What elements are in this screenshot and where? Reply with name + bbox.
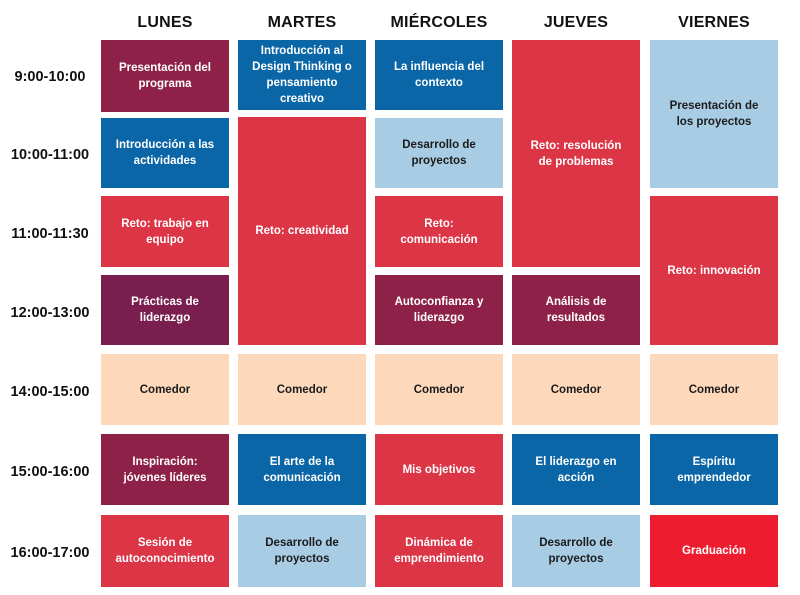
day-header-monday: LUNES bbox=[137, 14, 193, 31]
session-cell: Comedor bbox=[238, 354, 366, 425]
day-header-tuesday: MARTES bbox=[267, 14, 337, 31]
day-header-wednesday: MIÉRCOLES bbox=[390, 14, 488, 31]
session-cell: Análisis de resultados bbox=[512, 275, 640, 345]
session-cell: Comedor bbox=[512, 354, 640, 425]
session-label: Comedor bbox=[139, 383, 191, 396]
session-label: Dinámica de emprendimiento bbox=[394, 537, 484, 565]
session-cell: Reto: comunicación bbox=[375, 196, 503, 267]
time-slot: 12:00-13:00 bbox=[10, 305, 90, 321]
day-header-friday: VIERNES bbox=[678, 14, 750, 31]
session-label: Reto: trabajo en equipo bbox=[121, 217, 209, 246]
time-slot: 16:00-17:00 bbox=[10, 545, 90, 561]
session-cell: Inspiración: jóvenes líderes bbox=[101, 434, 229, 505]
time-slot: 11:00-11:30 bbox=[11, 226, 89, 242]
session-label: Graduación bbox=[682, 545, 746, 557]
session-label: Prácticas de liderazgo bbox=[131, 296, 199, 324]
time-slot: 9:00-10:00 bbox=[14, 69, 86, 85]
session-label: Desarrollo de proyectos bbox=[402, 139, 476, 167]
session-label: Introducción al Design Thinking o pensam… bbox=[252, 45, 352, 105]
session-label: Reto: creatividad bbox=[255, 225, 349, 237]
session-cell: Introducción a las actividades bbox=[101, 118, 229, 188]
session-label: El liderazgo en acción bbox=[535, 455, 617, 484]
session-cell: El arte de la comunicación bbox=[238, 434, 366, 505]
session-label: Comedor bbox=[276, 383, 328, 396]
session-cell: Presentación del programa bbox=[101, 40, 229, 112]
session-cell: Reto: innovación bbox=[650, 196, 778, 345]
time-slot: 15:00-16:00 bbox=[10, 464, 90, 480]
session-label: Desarrollo de proyectos bbox=[539, 537, 613, 565]
session-cell: Presentación de los proyectos bbox=[650, 40, 778, 188]
session-label: Presentación de los proyectos bbox=[669, 100, 759, 128]
session-cell: La influencia del contexto bbox=[375, 40, 503, 110]
session-label: Comedor bbox=[413, 383, 465, 396]
session-cell: Dinámica de emprendimiento bbox=[375, 515, 503, 587]
session-label: Desarrollo de proyectos bbox=[265, 537, 339, 565]
day-header-thursday: JUEVES bbox=[543, 14, 609, 31]
session-cell: Prácticas de liderazgo bbox=[101, 275, 229, 345]
session-label: Comedor bbox=[550, 383, 602, 396]
session-cell: Comedor bbox=[101, 354, 229, 425]
session-cell: Autoconfianza y liderazgo bbox=[375, 275, 503, 345]
session-label: Comedor bbox=[688, 383, 740, 396]
session-cell: Espíritu emprendedor bbox=[650, 434, 778, 505]
session-cell: Mis objetivos bbox=[375, 434, 503, 505]
session-label: Reto: resolución de problemas bbox=[530, 139, 622, 168]
session-label: Inspiración: jóvenes líderes bbox=[123, 455, 207, 484]
session-cell: Desarrollo de proyectos bbox=[238, 515, 366, 587]
session-cell: Reto: creatividad bbox=[238, 117, 366, 345]
session-cell: Desarrollo de proyectos bbox=[512, 515, 640, 587]
session-cell: Introducción al Design Thinking o pensam… bbox=[238, 40, 366, 110]
session-label: Espíritu emprendedor bbox=[677, 455, 751, 484]
session-label: Autoconfianza y liderazgo bbox=[394, 296, 484, 324]
session-cell: El liderazgo en acción bbox=[512, 434, 640, 505]
session-label: La influencia del contexto bbox=[393, 61, 485, 89]
session-label: Mis objetivos bbox=[402, 463, 476, 476]
session-label: Sesión de autoconocimiento bbox=[115, 537, 215, 565]
session-cell: Sesión de autoconocimiento bbox=[101, 515, 229, 587]
session-label: Análisis de resultados bbox=[545, 296, 607, 324]
session-label: Reto: innovación bbox=[667, 264, 761, 277]
session-cell: Graduación bbox=[650, 515, 778, 587]
session-cell: Comedor bbox=[650, 354, 778, 425]
session-cell: Comedor bbox=[375, 354, 503, 425]
time-slot: 10:00-11:00 bbox=[10, 147, 90, 163]
session-label: El arte de la comunicación bbox=[263, 455, 341, 484]
session-cell: Reto: resolución de problemas bbox=[512, 40, 640, 267]
session-label: Reto: comunicación bbox=[400, 217, 478, 246]
session-cell: Desarrollo de proyectos bbox=[375, 118, 503, 188]
time-slot: 14:00-15:00 bbox=[10, 384, 90, 400]
session-label: Presentación del programa bbox=[118, 62, 212, 90]
session-label: Introducción a las actividades bbox=[115, 139, 215, 167]
session-cell: Reto: trabajo en equipo bbox=[101, 196, 229, 267]
